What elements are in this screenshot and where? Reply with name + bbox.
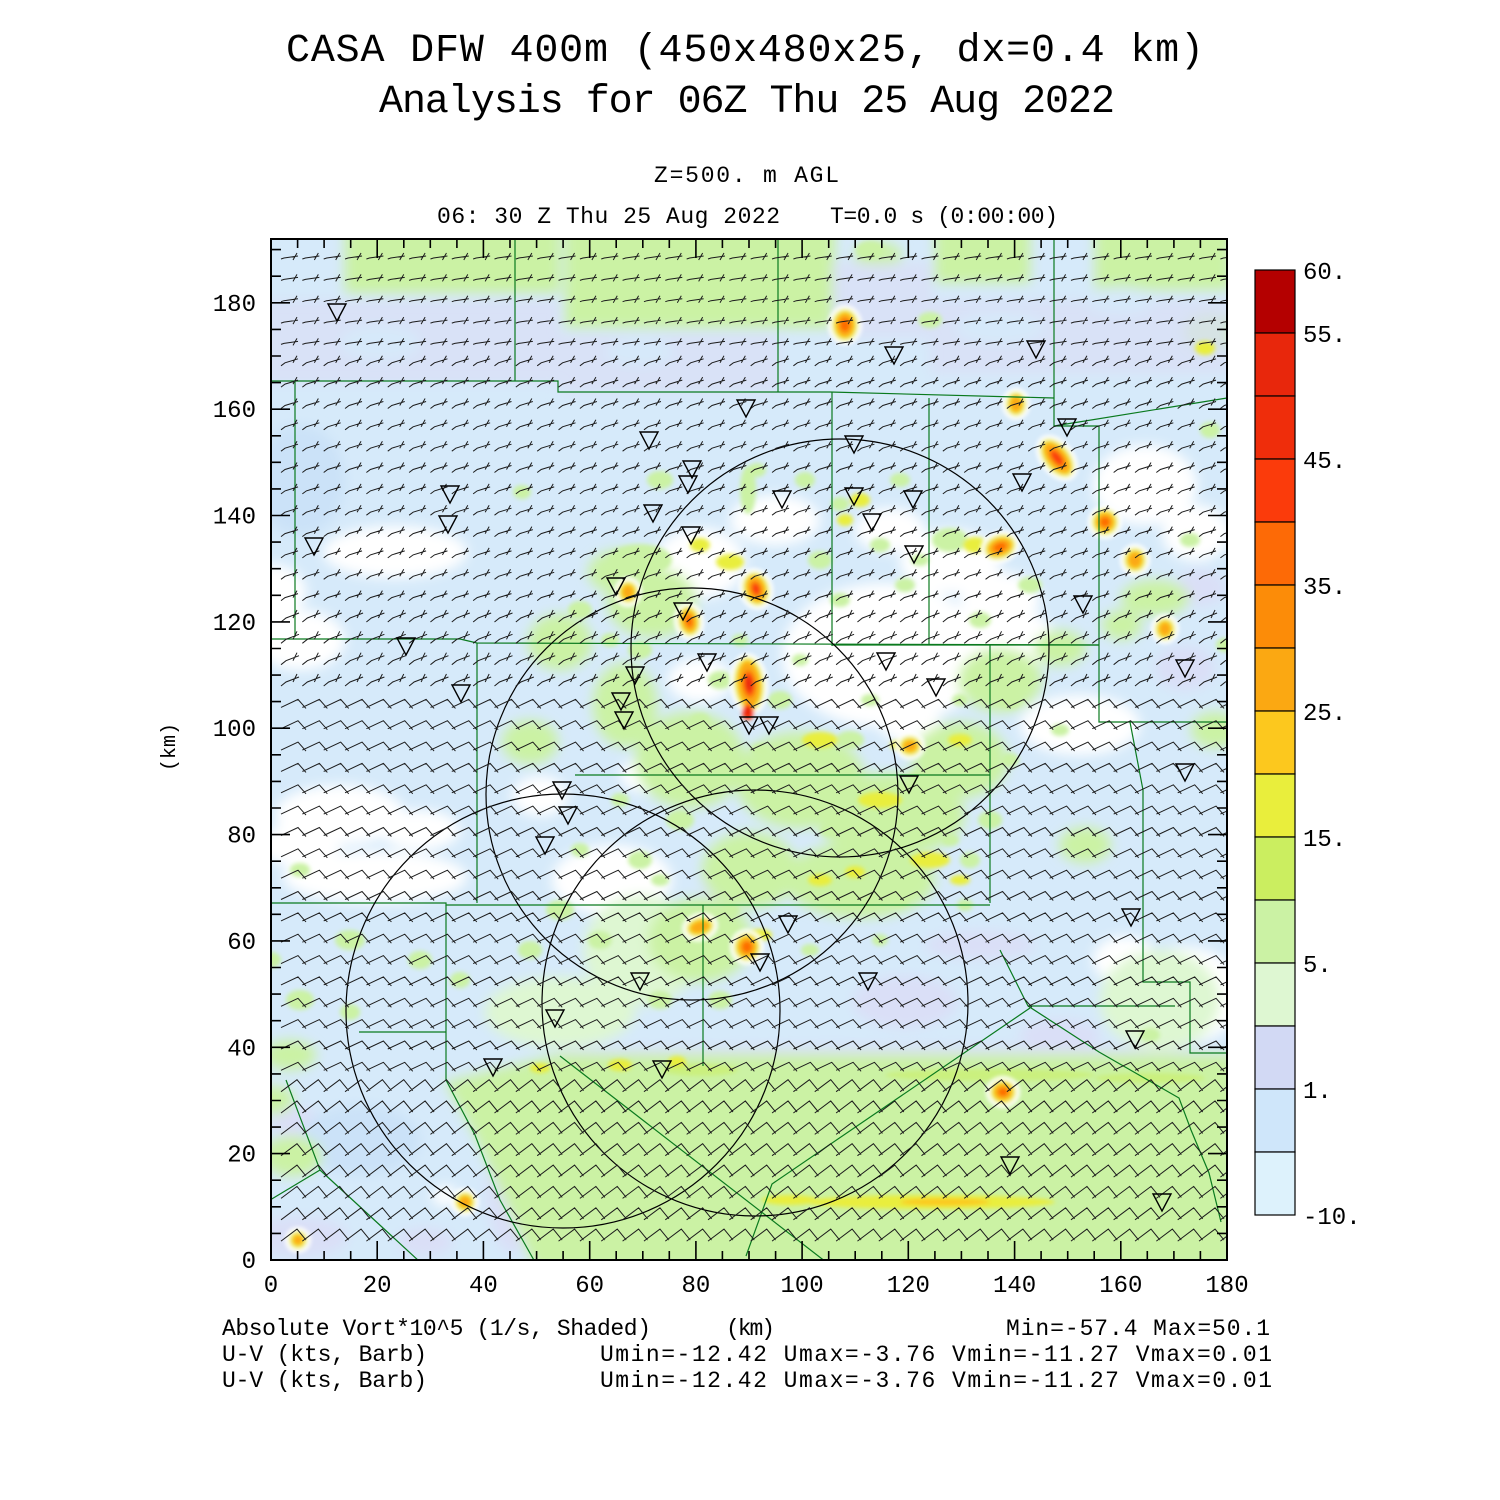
svg-text:Umin=-12.42 Umax=-3.76 Vmin=-1: Umin=-12.42 Umax=-3.76 Vmin=-11.27 Vmax=… — [600, 1368, 1272, 1394]
svg-text:60: 60 — [575, 1273, 604, 1300]
svg-text:140: 140 — [993, 1273, 1036, 1300]
svg-text:Z=500. m AGL: Z=500. m AGL — [654, 163, 839, 189]
svg-text:60: 60 — [227, 930, 256, 957]
svg-text:40: 40 — [469, 1273, 498, 1300]
svg-text:Analysis for 06Z Thu 25 Aug 20: Analysis for 06Z Thu 25 Aug 2022 — [379, 80, 1115, 125]
svg-text:0: 0 — [242, 1249, 256, 1276]
svg-text:Absolute Vort*10^5 (1/s, Shade: Absolute Vort*10^5 (1/s, Shaded) — [222, 1316, 651, 1342]
svg-text:0: 0 — [264, 1273, 278, 1300]
svg-text:(km): (km) — [726, 1316, 775, 1342]
svg-text:20: 20 — [227, 1143, 256, 1170]
svg-text:T=0.0 s (0:00:00): T=0.0 s (0:00:00) — [830, 204, 1058, 230]
svg-text:160: 160 — [1099, 1273, 1142, 1300]
svg-text:25.: 25. — [1303, 701, 1346, 728]
svg-text:Min=-57.4 Max=50.1: Min=-57.4 Max=50.1 — [1006, 1316, 1270, 1342]
svg-text:180: 180 — [1205, 1273, 1248, 1300]
svg-text:80: 80 — [681, 1273, 710, 1300]
svg-text:40: 40 — [227, 1036, 256, 1063]
svg-text:1.: 1. — [1303, 1079, 1332, 1106]
svg-text:160: 160 — [213, 398, 256, 425]
svg-text:5.: 5. — [1303, 953, 1332, 980]
svg-text:180: 180 — [213, 292, 256, 319]
svg-text:CASA DFW 400m (450x480x25, dx=: CASA DFW 400m (450x480x25, dx=0.4 km) — [286, 29, 1204, 74]
svg-text:100: 100 — [780, 1273, 823, 1300]
svg-text:140: 140 — [213, 505, 256, 532]
svg-text:45.: 45. — [1303, 449, 1346, 476]
svg-text:120: 120 — [887, 1273, 930, 1300]
svg-text:100: 100 — [213, 717, 256, 744]
svg-text:20: 20 — [363, 1273, 392, 1300]
svg-text:120: 120 — [213, 611, 256, 638]
svg-text:U-V (kts, Barb): U-V (kts, Barb) — [222, 1368, 427, 1394]
svg-text:06: 30 Z Thu 25 Aug 2022: 06: 30 Z Thu 25 Aug 2022 — [437, 204, 780, 230]
svg-text:15.: 15. — [1303, 827, 1346, 854]
svg-text:Umin=-12.42 Umax=-3.76 Vmin=-1: Umin=-12.42 Umax=-3.76 Vmin=-11.27 Vmax=… — [600, 1342, 1272, 1368]
svg-text:60.: 60. — [1303, 260, 1346, 287]
svg-text:35.: 35. — [1303, 575, 1346, 602]
svg-text:-10.: -10. — [1303, 1205, 1361, 1232]
svg-text:55.: 55. — [1303, 323, 1346, 350]
svg-text:(km): (km) — [159, 723, 182, 771]
svg-text:80: 80 — [227, 824, 256, 851]
svg-text:U-V (kts, Barb): U-V (kts, Barb) — [222, 1342, 427, 1368]
